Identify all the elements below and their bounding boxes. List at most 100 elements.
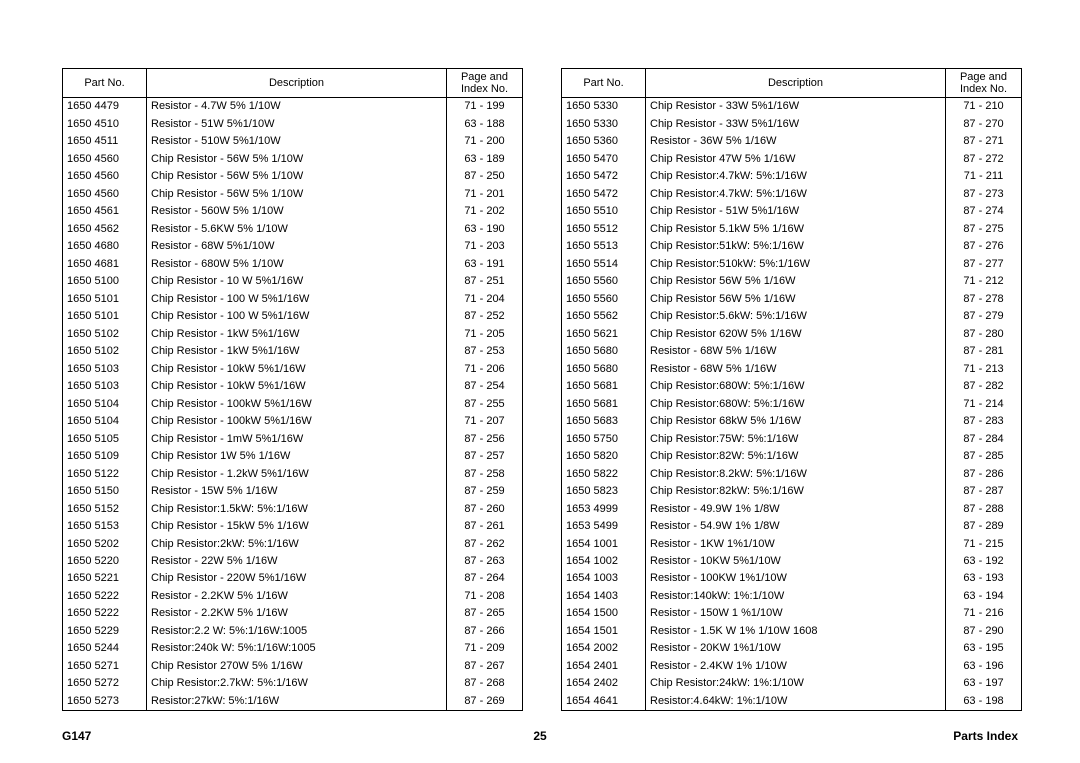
description: Chip Resistor - 15kW 5% 1/16W [147, 518, 447, 535]
table-row: 1650 5102Chip Resistor - 1kW 5%1/16W87 -… [63, 343, 523, 360]
part-number: 1650 5271 [63, 658, 147, 675]
description: Chip Resistor:82kW: 5%:1/16W [646, 483, 946, 500]
description: Resistor - 2.2KW 5% 1/16W [147, 605, 447, 622]
page-index: 87 - 264 [447, 570, 523, 587]
table-row: 1650 4560Chip Resistor - 56W 5% 1/10W71 … [63, 186, 523, 203]
part-number: 1650 5102 [63, 325, 147, 342]
page-index: 87 - 255 [447, 395, 523, 412]
page-index: 71 - 216 [946, 605, 1022, 622]
table-row: 1650 5472Chip Resistor:4.7kW: 5%:1/16W71… [562, 168, 1022, 185]
part-number: 1650 5221 [63, 570, 147, 587]
page-index: 87 - 278 [946, 290, 1022, 307]
page-index: 87 - 282 [946, 378, 1022, 395]
table-row: 1654 4641Resistor:4.64kW: 1%:1/10W63 - 1… [562, 693, 1022, 711]
part-number: 1650 5244 [63, 640, 147, 657]
description: Resistor:27kW: 5%:1/16W [147, 693, 447, 711]
description: Chip Resistor 270W 5% 1/16W [147, 658, 447, 675]
part-number: 1650 5472 [562, 186, 646, 203]
description: Resistor - 51W 5%1/10W [147, 116, 447, 133]
part-number: 1650 4681 [63, 255, 147, 272]
table-row: 1650 4681Resistor - 680W 5% 1/10W63 - 19… [63, 255, 523, 272]
description: Resistor - 1KW 1%1/10W [646, 535, 946, 552]
page-index: 87 - 252 [447, 308, 523, 325]
page-index: 87 - 285 [946, 448, 1022, 465]
page-index: 87 - 277 [946, 255, 1022, 272]
part-number: 1650 5100 [63, 273, 147, 290]
table-row: 1654 2002Resistor - 20KW 1%1/10W63 - 195 [562, 640, 1022, 657]
description: Resistor - 510W 5%1/10W [147, 133, 447, 150]
part-number: 1650 5101 [63, 290, 147, 307]
page-index: 87 - 265 [447, 605, 523, 622]
description: Chip Resistor 5.1kW 5% 1/16W [646, 220, 946, 237]
table-row: 1654 2401Resistor - 2.4KW 1% 1/10W63 - 1… [562, 658, 1022, 675]
page-index: 87 - 281 [946, 343, 1022, 360]
table-row: 1653 5499Resistor - 54.9W 1% 1/8W87 - 28… [562, 518, 1022, 535]
description: Chip Resistor:680W: 5%:1/16W [646, 395, 946, 412]
part-number: 1650 5822 [562, 465, 646, 482]
page-index: 71 - 204 [447, 290, 523, 307]
table-header-row: Part No. Description Page andIndex No. [562, 69, 1022, 98]
part-number: 1650 5202 [63, 535, 147, 552]
footer-page-number: 25 [533, 729, 546, 743]
table-row: 1650 5621Chip Resistor 620W 5% 1/16W87 -… [562, 325, 1022, 342]
page-index: 71 - 210 [946, 98, 1022, 116]
description: Chip Resistor:4.7kW: 5%:1/16W [646, 186, 946, 203]
page-index: 63 - 190 [447, 220, 523, 237]
part-number: 1650 5513 [562, 238, 646, 255]
page-index: 87 - 271 [946, 133, 1022, 150]
part-number: 1650 4560 [63, 151, 147, 168]
footer-left: G147 [62, 729, 91, 743]
description: Chip Resistor:8.2kW: 5%:1/16W [646, 465, 946, 482]
table-row: 1650 5273Resistor:27kW: 5%:1/16W87 - 269 [63, 693, 523, 711]
table-row: 1650 5680Resistor - 68W 5% 1/16W71 - 213 [562, 360, 1022, 377]
table-row: 1650 5101Chip Resistor - 100 W 5%1/16W71… [63, 290, 523, 307]
description: Chip Resistor - 56W 5% 1/10W [147, 168, 447, 185]
description: Chip Resistor:5.6kW: 5%:1/16W [646, 308, 946, 325]
table-row: 1650 4560Chip Resistor - 56W 5% 1/10W87 … [63, 168, 523, 185]
description: Chip Resistor 47W 5% 1/16W [646, 151, 946, 168]
page-index: 87 - 275 [946, 220, 1022, 237]
table-row: 1650 5560Chip Resistor 56W 5% 1/16W71 - … [562, 273, 1022, 290]
table-row: 1650 5109Chip Resistor 1W 5% 1/16W87 - 2… [63, 448, 523, 465]
page-index: 71 - 203 [447, 238, 523, 255]
table-row: 1650 5102Chip Resistor - 1kW 5%1/16W71 -… [63, 325, 523, 342]
description: Resistor:2.2 W: 5%:1/16W:1005 [147, 623, 447, 640]
page-index: 87 - 274 [946, 203, 1022, 220]
part-number: 1650 5680 [562, 343, 646, 360]
page-index: 87 - 257 [447, 448, 523, 465]
table-row: 1650 5220Resistor - 22W 5% 1/16W87 - 263 [63, 553, 523, 570]
page-index: 87 - 276 [946, 238, 1022, 255]
page-index: 87 - 253 [447, 343, 523, 360]
part-number: 1654 2002 [562, 640, 646, 657]
part-number: 1650 5104 [63, 395, 147, 412]
part-number: 1650 5150 [63, 483, 147, 500]
page-index: 87 - 288 [946, 500, 1022, 517]
description: Chip Resistor:24kW: 1%:1/10W [646, 675, 946, 692]
page-index: 87 - 263 [447, 553, 523, 570]
page-index: 87 - 283 [946, 413, 1022, 430]
part-number: 1650 5220 [63, 553, 147, 570]
part-number: 1653 5499 [562, 518, 646, 535]
table-row: 1654 1001Resistor - 1KW 1%1/10W71 - 215 [562, 535, 1022, 552]
tables-container: Part No. Description Page andIndex No. 1… [62, 68, 1018, 711]
page-index: 71 - 212 [946, 273, 1022, 290]
table-row: 1650 5271Chip Resistor 270W 5% 1/16W87 -… [63, 658, 523, 675]
table-row: 1650 5510Chip Resistor - 51W 5%1/16W87 -… [562, 203, 1022, 220]
table-row: 1650 5683Chip Resistor 68kW 5% 1/16W87 -… [562, 413, 1022, 430]
table-row: 1650 5153Chip Resistor - 15kW 5% 1/16W87… [63, 518, 523, 535]
part-number: 1653 4999 [562, 500, 646, 517]
part-number: 1654 1501 [562, 623, 646, 640]
table-row: 1650 4510Resistor - 51W 5%1/10W63 - 188 [63, 116, 523, 133]
part-number: 1650 5272 [63, 675, 147, 692]
page-index: 71 - 207 [447, 413, 523, 430]
part-number: 1650 5514 [562, 255, 646, 272]
header-desc: Description [147, 69, 447, 98]
table-row: 1650 5330Chip Resistor - 33W 5%1/16W71 -… [562, 98, 1022, 116]
table-row: 1650 5512Chip Resistor 5.1kW 5% 1/16W87 … [562, 220, 1022, 237]
description: Chip Resistor:1.5kW: 5%:1/16W [147, 500, 447, 517]
part-number: 1654 1003 [562, 570, 646, 587]
part-number: 1654 1500 [562, 605, 646, 622]
description: Chip Resistor:680W: 5%:1/16W [646, 378, 946, 395]
page-index: 71 - 215 [946, 535, 1022, 552]
part-number: 1654 2402 [562, 675, 646, 692]
